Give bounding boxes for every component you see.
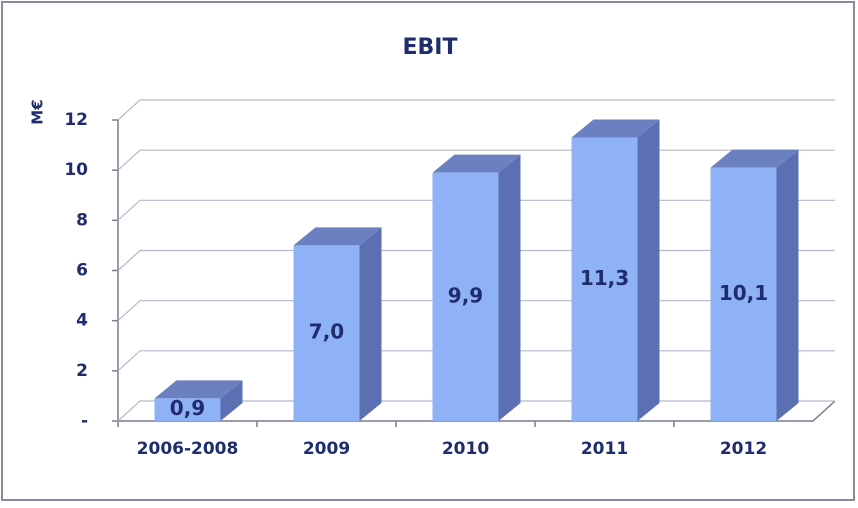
chart-title: EBIT [403,35,458,60]
bar-top [154,380,243,399]
bar [571,137,638,421]
y-tick-label: 12 [64,110,88,130]
x-tick-label: 2006-2008 [137,439,239,459]
data-label: 0,9 [170,396,205,420]
bar-top [710,149,799,168]
bar-top [571,119,660,138]
grid-line [117,99,835,121]
data-label: 9,9 [448,283,483,307]
y-tick-label: 8 [76,210,88,230]
y-tick-label: - [81,411,88,431]
y-tick-label: 6 [76,261,88,281]
bar-top [293,227,382,246]
bar [293,245,360,421]
x-tick-label: 2012 [720,439,767,459]
bar-side [776,149,799,422]
bar [432,172,499,421]
bar [154,398,221,421]
data-label: 10,1 [719,281,768,305]
y-axis-label: M€ [29,99,47,124]
x-tick-label: 2009 [303,439,350,459]
bar-side [498,154,521,422]
y-tick-label: 2 [76,361,88,381]
bar [710,167,777,421]
bar-side [220,380,243,421]
data-label: 7,0 [309,320,344,344]
y-tick-label: 4 [76,311,88,331]
x-tick-label: 2011 [581,439,628,459]
y-tick-label: 10 [64,160,88,180]
bar-side [637,119,660,421]
bar-top [432,154,521,173]
bar-side [359,227,382,421]
x-tick-label: 2010 [442,439,489,459]
data-label: 11,3 [580,266,629,290]
